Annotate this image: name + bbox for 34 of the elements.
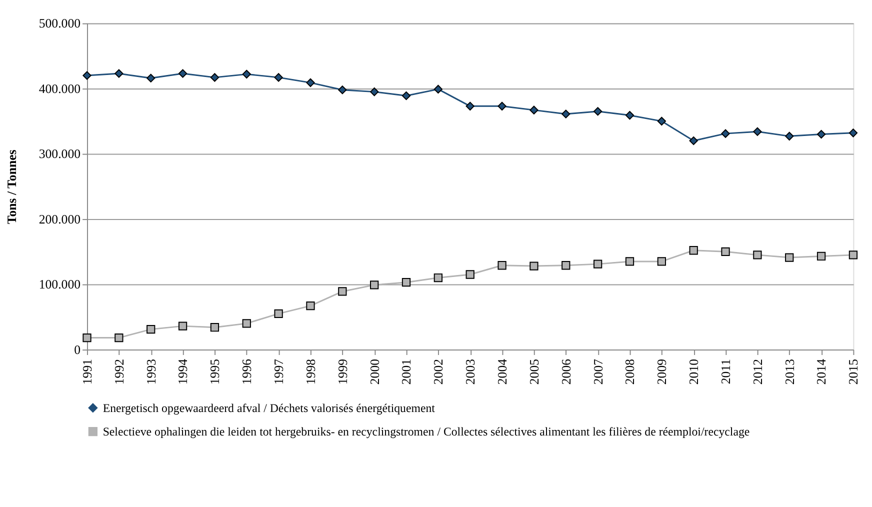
legend-label: Selectieve ophalingen die leiden tot hergebruiks- en recyclingstromen / Collectes sélectives alimentant les filières de réemploi/recyclage bbox=[102, 424, 750, 439]
x-tick-label: 2010 bbox=[687, 358, 702, 385]
y-tick-label: 200.000 bbox=[38, 212, 81, 226]
y-tick-label: 300.000 bbox=[38, 147, 81, 162]
x-tick-label: 2009 bbox=[655, 358, 670, 385]
y-tick-label: 400.000 bbox=[38, 82, 81, 96]
y-tick-label: 0 bbox=[74, 343, 81, 357]
x-tick-label: 2015 bbox=[846, 358, 861, 385]
x-tick-label: 2008 bbox=[623, 358, 638, 385]
x-tick-label: 1991 bbox=[80, 358, 94, 385]
x-tick-label: 1993 bbox=[144, 358, 158, 385]
legend-label: Energetisch opgewaardeerd afval / Déchets valorisés énergétiquement bbox=[102, 400, 436, 415]
y-axis-title: Tons / Tonnes bbox=[5, 150, 20, 224]
x-tick-label: 1994 bbox=[176, 358, 190, 385]
x-tick-label: 2011 bbox=[718, 358, 733, 384]
x-tick-label: 2001 bbox=[400, 358, 414, 385]
x-tick-label: 2006 bbox=[559, 358, 574, 385]
x-tick-label: 1997 bbox=[272, 358, 286, 385]
x-tick-label: 1996 bbox=[240, 358, 254, 385]
x-tick-label: 2013 bbox=[782, 358, 797, 385]
x-tick-label: 2014 bbox=[814, 358, 829, 385]
x-tick-label: 1998 bbox=[304, 358, 318, 385]
y-tick-label: 500.000 bbox=[38, 16, 81, 31]
x-tick-label: 2005 bbox=[527, 358, 542, 385]
x-tick-label: 1992 bbox=[112, 358, 126, 385]
x-tick-label: 2012 bbox=[750, 358, 765, 385]
x-tick-label: 1999 bbox=[336, 358, 350, 385]
x-tick-label: 2002 bbox=[432, 358, 446, 385]
x-tick-label: 2007 bbox=[591, 358, 606, 385]
x-tick-label: 2000 bbox=[368, 358, 382, 385]
y-tick-label: 100.000 bbox=[38, 278, 81, 292]
x-tick-label: 2003 bbox=[464, 358, 478, 385]
x-tick-label: 1995 bbox=[208, 358, 222, 385]
x-tick-label: 2004 bbox=[495, 358, 510, 385]
